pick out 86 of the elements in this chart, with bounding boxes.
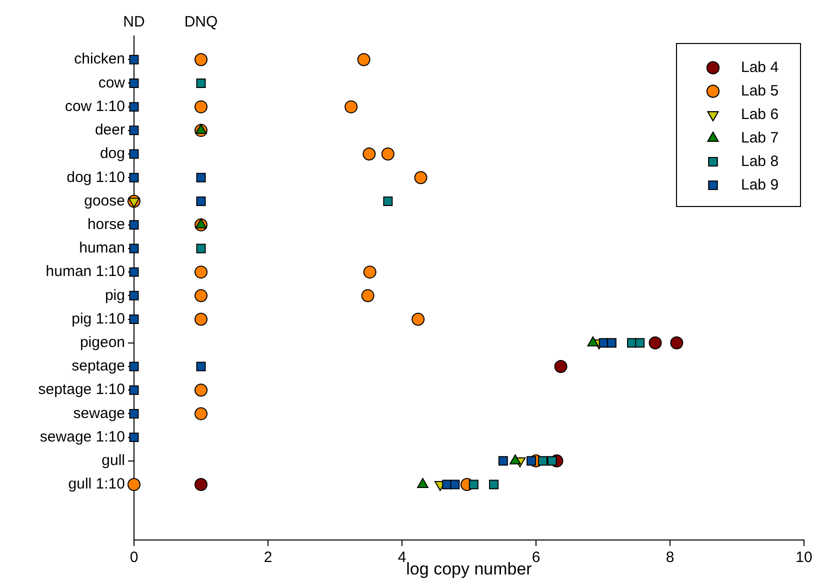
point — [526, 456, 536, 466]
point — [648, 336, 662, 350]
legend-label: Lab 6 — [741, 106, 779, 123]
point — [129, 408, 139, 418]
x-tick-label: 4 — [398, 549, 406, 566]
point — [194, 407, 208, 420]
point — [196, 196, 206, 206]
point — [498, 456, 508, 466]
point — [362, 148, 376, 161]
point — [196, 244, 206, 254]
point — [194, 100, 208, 114]
y-tick-label: sewage — [73, 404, 125, 422]
point — [194, 289, 208, 302]
point — [129, 267, 139, 277]
y-tick-label: human 1:10 — [46, 263, 125, 280]
text: DNQ — [184, 14, 218, 31]
point — [383, 196, 393, 206]
x-tick-label: 10 — [796, 549, 812, 566]
point — [196, 78, 206, 88]
point — [129, 102, 139, 112]
y-tick-label: septage 1:10 — [38, 381, 125, 398]
x-tick-label: 6 — [532, 549, 540, 566]
y-tick-label: dog 1:10 — [66, 168, 125, 186]
y-tick-label: deer — [94, 122, 125, 139]
y-tick-label: gull 1:10 — [68, 476, 125, 493]
point — [670, 336, 684, 350]
x-tick-label: 8 — [666, 549, 674, 566]
y-tick-label: pig 1:10 — [72, 310, 125, 328]
point — [129, 54, 139, 64]
point — [196, 172, 206, 182]
point — [361, 289, 374, 302]
point — [417, 478, 428, 488]
legend-label: Lab 8 — [741, 152, 779, 170]
point — [538, 456, 548, 466]
legend-label: Lab 7 — [741, 129, 779, 146]
point — [194, 53, 208, 66]
point — [412, 312, 425, 326]
point — [414, 171, 428, 184]
y-tick-label: human — [79, 240, 125, 257]
point — [194, 384, 208, 397]
point — [128, 198, 140, 208]
point — [363, 266, 376, 279]
point — [606, 338, 616, 348]
y-tick-label: sewage 1:10 — [40, 428, 125, 446]
point — [129, 220, 139, 230]
point — [129, 362, 139, 372]
point — [129, 172, 139, 182]
point — [128, 478, 140, 492]
point — [194, 312, 208, 326]
x-tick-label: 0 — [130, 549, 138, 566]
legend-label: Lab 9 — [741, 176, 779, 194]
legend-label: Lab 5 — [741, 82, 779, 100]
point — [357, 53, 370, 66]
point — [129, 126, 139, 136]
point — [635, 338, 645, 348]
point — [129, 432, 139, 442]
y-tick-label: chicken — [74, 50, 125, 68]
text: ND — [123, 14, 145, 31]
y-tick-label: pig — [104, 286, 125, 304]
x-tick-label: 2 — [264, 549, 272, 566]
point — [381, 148, 394, 161]
y-tick-label: septage — [72, 358, 125, 375]
y-tick-label: cow 1:10 — [64, 98, 125, 115]
point — [129, 244, 139, 254]
point — [194, 266, 208, 279]
point — [129, 314, 139, 324]
legend-label: Lab 4 — [741, 58, 779, 76]
point — [129, 149, 139, 159]
point — [450, 480, 460, 490]
y-tick-label: cow — [98, 74, 126, 92]
point — [129, 290, 139, 300]
point — [129, 385, 139, 395]
point — [129, 78, 139, 88]
point — [344, 100, 358, 114]
point — [554, 360, 568, 373]
point — [194, 478, 208, 492]
y-tick-label: dog — [100, 145, 125, 162]
point — [468, 480, 478, 490]
x-axis-title: log copy number — [406, 559, 532, 578]
point — [196, 362, 206, 372]
point — [547, 456, 557, 466]
y-tick-label: goose — [84, 192, 125, 210]
point — [489, 480, 499, 490]
y-tick-label: pigeon — [80, 334, 125, 352]
y-tick-label: horse — [87, 216, 125, 233]
y-tick-label: gull — [102, 452, 125, 470]
